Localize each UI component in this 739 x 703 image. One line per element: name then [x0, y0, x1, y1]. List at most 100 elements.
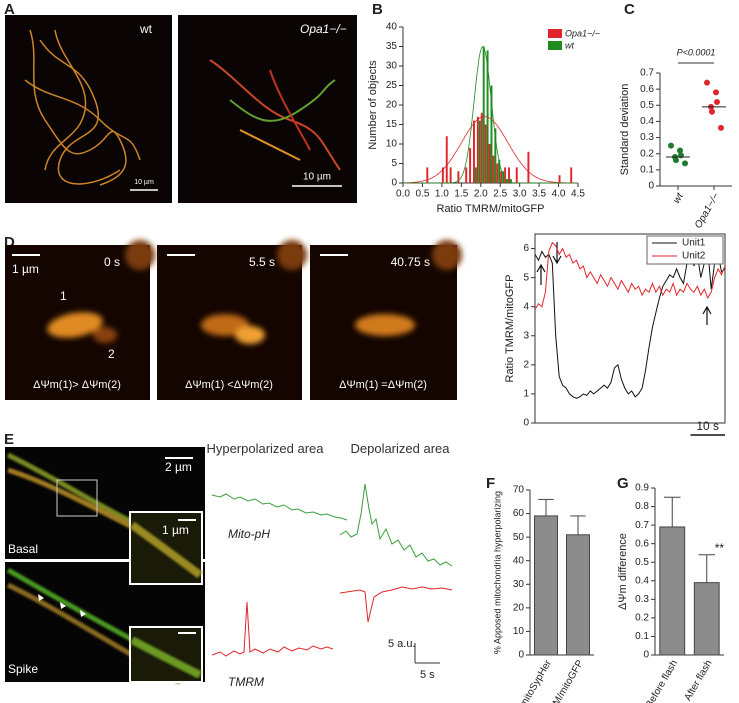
- y-tick-label: 5: [391, 158, 397, 169]
- bar: [488, 144, 491, 183]
- y-tick-label: 30: [513, 579, 525, 590]
- y-axis-label: Ratio TMRM/mitoGFP: [504, 275, 516, 383]
- y-tick-label: 25: [386, 80, 398, 91]
- condition-label: ΔΨm(1) <ΔΨm(2): [185, 379, 273, 391]
- scale-label: 1 µm: [162, 523, 189, 537]
- y-tick-label: 60: [513, 508, 525, 519]
- time-label: 0 s: [104, 255, 120, 269]
- x-tick-label: 2.5: [493, 189, 507, 200]
- y-tick-label: 3: [523, 330, 529, 341]
- x-axis-label: Ratio TMRM/mitoGFP: [437, 203, 545, 215]
- y-tick-label: 0.5: [635, 557, 649, 568]
- bar: [449, 167, 452, 183]
- point: [714, 99, 720, 106]
- bar: [527, 151, 530, 183]
- y-tick-label: 5: [523, 272, 529, 283]
- legend-swatch: [548, 29, 562, 38]
- bar: [482, 46, 485, 183]
- point: [673, 157, 679, 164]
- x-tick-label: 1.0: [435, 189, 449, 200]
- legend-label: Unit2: [682, 251, 706, 262]
- bar: [508, 167, 510, 183]
- bar: [480, 112, 483, 183]
- point: [713, 89, 719, 96]
- mitochondria: [209, 59, 341, 171]
- fit-curve: [403, 45, 578, 184]
- annotation: **: [715, 541, 725, 555]
- x-tick-label: 0.5: [415, 189, 429, 200]
- panel-label: C: [624, 1, 635, 18]
- y-axis-label: Number of objects: [367, 60, 379, 150]
- y-tick-label: 50: [513, 532, 525, 543]
- arrow: [536, 242, 712, 325]
- annotation: P<0.0001: [677, 47, 716, 57]
- area-label: Depolarized area: [350, 441, 450, 456]
- trace: [211, 483, 453, 657]
- fit-curve: [402, 116, 578, 184]
- image-label: Opa1−/−: [300, 22, 347, 36]
- y-tick-label: 4: [523, 301, 529, 312]
- panel-label: D: [4, 234, 15, 251]
- bar: [457, 171, 460, 183]
- legend-swatch: [548, 41, 562, 50]
- x-tick-label: wt: [671, 190, 686, 205]
- point: [704, 79, 710, 86]
- y-tick-label: 0.1: [635, 631, 649, 642]
- point: [718, 124, 724, 131]
- x-tick-label: TMRM/mitoSypHer: [502, 658, 554, 703]
- point: [668, 142, 674, 149]
- image-label: wt: [139, 22, 153, 36]
- y-tick-label: 30: [386, 61, 398, 72]
- scale-label: 5 a.u.: [388, 638, 416, 650]
- legend-label: Unit1: [682, 238, 706, 249]
- condition-label: ΔΨm(1)> ΔΨm(2): [33, 379, 121, 391]
- bar: [502, 171, 505, 183]
- bar: [486, 50, 489, 184]
- y-tick-label: 0.6: [640, 84, 654, 95]
- x-tick-label: 4.0: [552, 189, 566, 200]
- x-tick-label: 0.0: [396, 189, 410, 200]
- y-tick-label: 0: [523, 418, 529, 429]
- unit-label: 2: [108, 347, 115, 361]
- y-tick-label: 2: [523, 359, 529, 370]
- y-axis-label: % Apposed mitochondria hyperpolarizing: [492, 491, 502, 654]
- y-tick-label: 0.2: [635, 613, 649, 624]
- trace-label: TMRM: [228, 675, 264, 689]
- bar: [494, 128, 497, 183]
- y-tick-label: 35: [386, 41, 398, 52]
- bar: [474, 167, 477, 183]
- y-tick-label: 0.4: [640, 116, 654, 127]
- bar: [659, 526, 686, 656]
- scale-bar: [414, 643, 440, 664]
- y-axis-label: ΔΨm difference: [617, 533, 629, 610]
- x-tick-label: 3.0: [513, 189, 527, 200]
- x-tick-label: 4.5: [571, 189, 585, 200]
- time-label: 5.5 s: [249, 255, 275, 269]
- y-tick-label: 40: [386, 22, 398, 33]
- panel-label: F: [486, 475, 495, 492]
- line-series: [534, 241, 726, 310]
- x-tick-label: 3.5: [532, 189, 546, 200]
- y-tick-label: 20: [513, 602, 525, 613]
- bar: [426, 167, 429, 183]
- scale-label: 2 µm: [165, 460, 192, 474]
- legend-box: [646, 235, 724, 265]
- bar: [478, 120, 481, 183]
- y-tick-label: 15: [386, 119, 398, 130]
- y-tick-label: 0.7: [635, 520, 649, 531]
- y-tick-label: 0: [643, 650, 649, 661]
- y-tick-label: 0.7: [640, 68, 654, 79]
- y-tick-label: 40: [513, 555, 525, 566]
- y-tick-label: 0.1: [640, 164, 654, 175]
- bar: [504, 167, 507, 183]
- x-tick-label: After flash: [683, 658, 715, 702]
- line-series: [534, 242, 726, 399]
- bar: [558, 175, 561, 183]
- y-tick-label: 0.6: [635, 538, 649, 549]
- micrograph: [5, 15, 172, 203]
- condition-label: ΔΨm(1) =ΔΨm(2): [339, 379, 427, 391]
- x-tick-label: Before flash: [644, 658, 680, 703]
- y-tick-label: 0.3: [640, 132, 654, 143]
- bar: [496, 163, 499, 183]
- y-tick-label: 20: [386, 100, 398, 111]
